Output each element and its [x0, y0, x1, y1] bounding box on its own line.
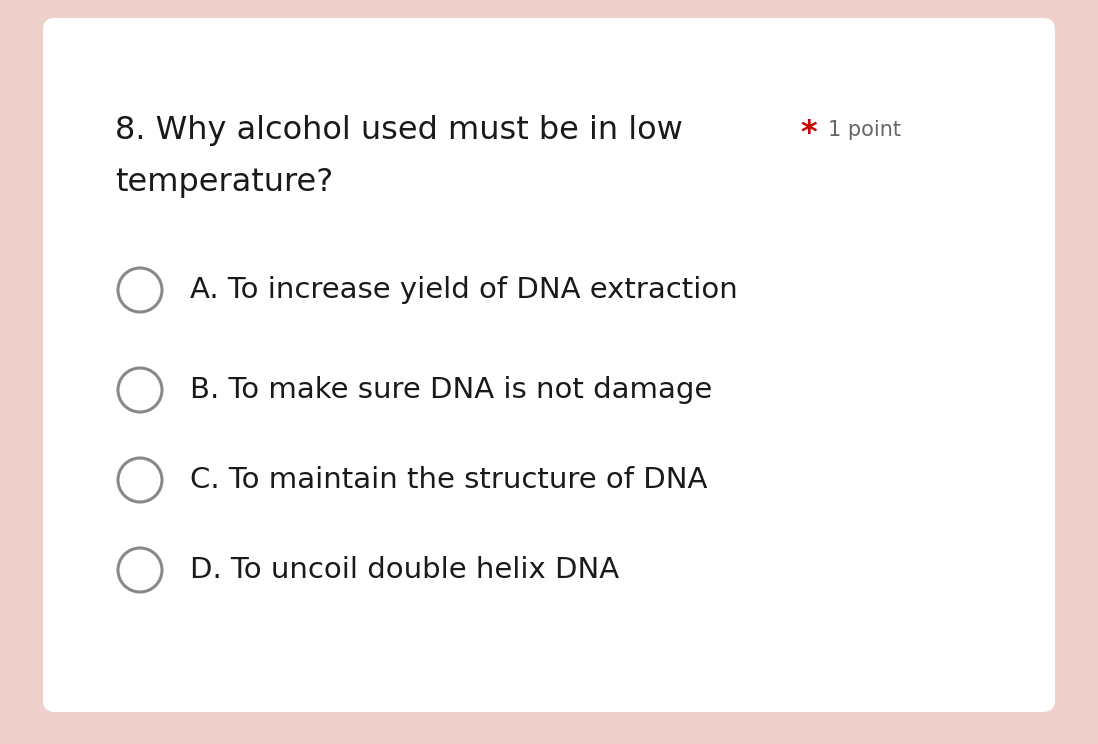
Text: 8. Why alcohol used must be in low: 8. Why alcohol used must be in low — [115, 115, 683, 146]
Ellipse shape — [117, 268, 163, 312]
Text: 1 point: 1 point — [828, 120, 901, 140]
Text: B. To make sure DNA is not damage: B. To make sure DNA is not damage — [190, 376, 713, 404]
Ellipse shape — [117, 548, 163, 592]
Text: D. To uncoil double helix DNA: D. To uncoil double helix DNA — [190, 556, 619, 584]
Ellipse shape — [117, 368, 163, 412]
Text: temperature?: temperature? — [115, 167, 334, 198]
Text: A. To increase yield of DNA extraction: A. To increase yield of DNA extraction — [190, 276, 738, 304]
Ellipse shape — [117, 458, 163, 502]
Text: C. To maintain the structure of DNA: C. To maintain the structure of DNA — [190, 466, 707, 494]
FancyBboxPatch shape — [43, 18, 1055, 712]
Text: *: * — [800, 118, 817, 149]
